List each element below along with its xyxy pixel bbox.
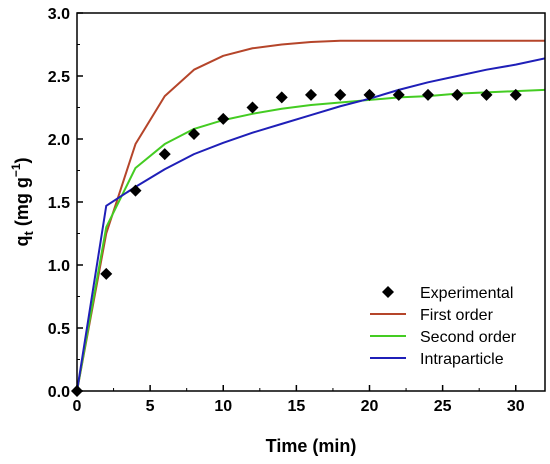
y-axis-title: qt (mg g−1) (9, 157, 36, 246)
data-point-experimental (422, 88, 434, 101)
x-tick-label: 5 (146, 398, 155, 415)
legend-swatch-experimental (382, 286, 394, 298)
x-tick-label: 25 (434, 398, 452, 415)
y-tick-label: 3.0 (48, 6, 70, 23)
series-layer (77, 39, 545, 391)
data-point-experimental (158, 148, 171, 161)
series-line-second-order (77, 88, 545, 391)
y-tick-label: 0.5 (48, 321, 70, 338)
legend-label-second-order: Second order (420, 329, 517, 346)
data-point-experimental (480, 88, 493, 101)
series-line-intraparticle (77, 57, 545, 391)
data-point-experimental (275, 91, 288, 104)
legend-label-first-order: First order (420, 307, 494, 324)
data-point-experimental (509, 88, 522, 101)
data-point-experimental (305, 88, 317, 101)
markers-layer (71, 88, 522, 397)
legend-label-experimental: Experimental (420, 285, 513, 302)
data-point-experimental (217, 112, 230, 125)
data-point-experimental (363, 88, 376, 101)
data-point-experimental (334, 88, 347, 101)
x-tick-label: 20 (361, 398, 379, 415)
x-tick-label: 0 (73, 398, 82, 415)
y-axis: 0.0 0.5 1.0 1.5 2.0 2.5 3.0 (48, 6, 83, 401)
data-point-experimental (129, 184, 142, 197)
y-tick-label: 2.0 (48, 132, 70, 149)
data-point-experimental (392, 88, 405, 101)
legend: Experimental First order Second order Intra… (370, 285, 517, 368)
data-point-experimental (188, 127, 200, 140)
data-point-experimental (451, 88, 464, 101)
x-axis: 0 5 10 15 20 25 30 (73, 385, 525, 415)
x-tick-label: 15 (287, 398, 305, 415)
data-point-experimental (246, 101, 259, 114)
y-tick-label: 1.0 (48, 258, 70, 275)
x-tick-label: 10 (214, 398, 232, 415)
y-tick-label: 2.5 (48, 69, 70, 86)
y-tick-label: 0.0 (48, 384, 70, 401)
x-axis-title: Time (min) (266, 436, 357, 456)
y-tick-label: 1.5 (48, 195, 70, 212)
legend-label-intraparticle: Intraparticle (420, 351, 504, 368)
series-line-first-order (77, 39, 545, 391)
data-point-experimental (100, 267, 113, 280)
x-tick-label: 30 (507, 398, 525, 415)
